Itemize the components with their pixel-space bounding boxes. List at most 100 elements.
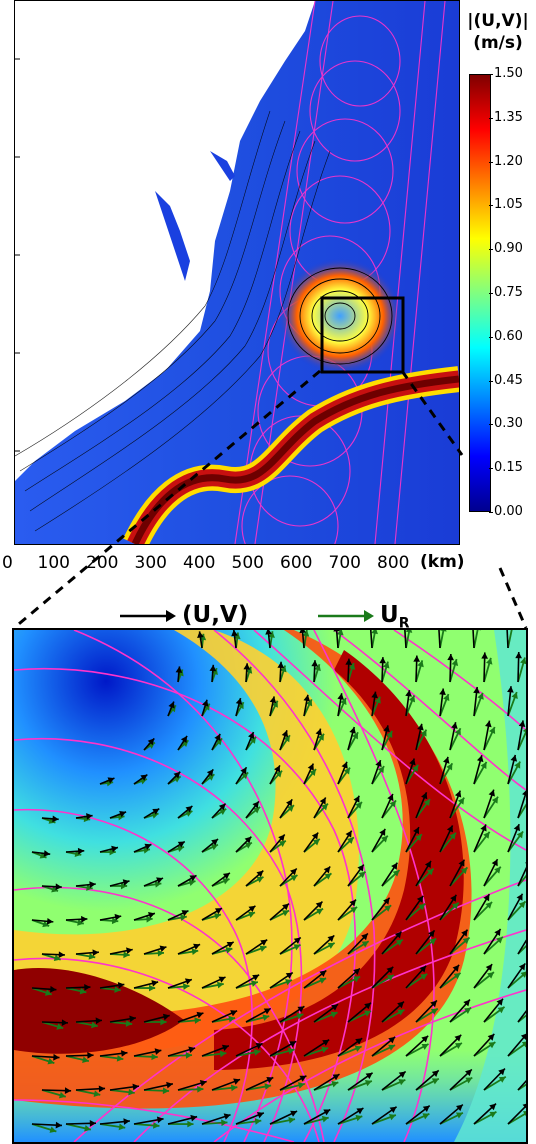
arrow-head — [256, 1112, 264, 1119]
arrow-head — [419, 965, 427, 973]
arrow-head — [285, 978, 292, 986]
arrow-head — [152, 808, 160, 815]
arrow-head — [415, 834, 422, 842]
arrow-head — [180, 914, 187, 922]
arrow-head — [111, 845, 118, 853]
arrow-head — [349, 726, 356, 734]
arrow-head — [489, 726, 496, 734]
arrow-head — [365, 1072, 373, 1080]
velocity-arrow — [506, 630, 509, 649]
arrow-head — [222, 872, 230, 880]
arrow-head — [353, 968, 360, 976]
arrow-head — [282, 903, 289, 911]
arrow-head — [321, 803, 328, 811]
arrow-head — [510, 754, 518, 762]
colorbar-tick: 1.50 — [489, 66, 523, 81]
arrow-head — [513, 824, 520, 832]
arrow-head — [319, 977, 327, 984]
arrow-head — [84, 983, 91, 991]
arrow-head — [309, 769, 316, 776]
arrow-head — [39, 852, 47, 859]
arrow-head — [389, 800, 396, 808]
eddy — [278, 258, 402, 374]
arrow-head — [420, 729, 427, 737]
arrow-head — [154, 881, 162, 888]
velocity-arrow — [517, 874, 526, 887]
arrow-head — [306, 699, 313, 707]
arrow-head — [248, 732, 255, 740]
velocity-arrow — [472, 630, 475, 649]
colorbar-title-line1: |(U,V)| — [467, 11, 529, 31]
arrow-head — [361, 941, 369, 948]
arrow-head — [256, 876, 264, 883]
arrow-head — [181, 910, 189, 917]
arrow-head — [228, 1015, 236, 1023]
velocity-arrow — [517, 939, 526, 955]
arrow-head — [293, 944, 301, 951]
arrow-head — [389, 1106, 397, 1114]
arrow-head — [464, 1007, 472, 1014]
arrow-head — [287, 1047, 295, 1055]
arrow-head — [398, 1071, 406, 1078]
arrow-head — [159, 945, 167, 952]
arrow-head — [184, 978, 192, 985]
arrow-head — [440, 630, 447, 632]
arrow-head — [327, 935, 335, 943]
arrow-head — [117, 982, 125, 989]
arrow-head — [489, 1103, 497, 1111]
arrow-head — [518, 963, 526, 971]
arrow-head — [439, 688, 446, 696]
arrow-head — [488, 1042, 496, 1049]
gulf-stream-center — [131, 375, 459, 544]
velocity-core-left — [14, 968, 184, 1054]
arrow-head — [275, 770, 283, 778]
arrow-head — [226, 941, 234, 948]
arrow-head — [185, 810, 193, 817]
arrow-head — [214, 908, 222, 915]
arrow-head — [222, 878, 230, 885]
green-arrow-label: UR — [380, 602, 410, 632]
arrow-head — [218, 976, 226, 983]
arrow-head — [91, 1021, 98, 1029]
arrow-head — [185, 805, 193, 813]
arrow-head — [431, 1070, 439, 1077]
arrow-head — [324, 873, 332, 880]
arrow-head — [297, 1082, 305, 1089]
arrow-head — [243, 663, 251, 670]
arrow-head — [251, 980, 258, 987]
zoomed-eddy-svg — [14, 630, 526, 1142]
arrow-head — [487, 972, 494, 979]
arrow-head — [331, 1004, 339, 1011]
arrow-head — [383, 661, 390, 669]
arrow-head — [81, 915, 88, 923]
arrow-head — [98, 1085, 106, 1093]
bay — [210, 151, 235, 181]
arrow-head — [451, 902, 459, 910]
arrow-head — [515, 652, 522, 659]
arrow-head — [321, 1046, 329, 1054]
arrow-head — [120, 1050, 128, 1057]
arrow-head — [233, 632, 241, 640]
arrow-head — [361, 933, 368, 941]
velocity-arrow — [507, 630, 513, 649]
arrow-head — [151, 980, 159, 987]
arrow-head — [317, 733, 324, 741]
arrow-head — [355, 801, 362, 809]
arrow-head — [231, 630, 238, 637]
arrow-head — [397, 1001, 404, 1009]
arrow-head — [520, 1033, 526, 1040]
arrow-head — [175, 666, 183, 673]
arrow-head — [315, 728, 322, 736]
arrow-head — [271, 700, 278, 708]
arrow-head — [280, 665, 287, 673]
arrow-head — [259, 945, 267, 952]
arrow-head — [118, 813, 125, 821]
arrow-head — [89, 1120, 96, 1127]
velocity-band-mid — [14, 630, 359, 1054]
arrow-head — [256, 870, 264, 878]
arrow-head — [197, 631, 204, 638]
arrow-head — [462, 937, 470, 945]
arrow-head — [210, 844, 218, 851]
arrow-head — [430, 1000, 437, 1008]
arrow-head — [285, 972, 293, 979]
